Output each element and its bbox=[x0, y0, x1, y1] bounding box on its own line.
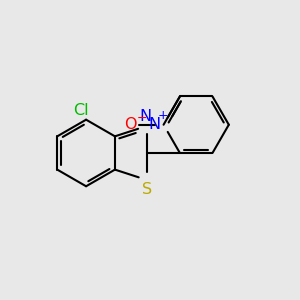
Text: Cl: Cl bbox=[73, 103, 88, 118]
Text: S: S bbox=[142, 182, 152, 197]
Text: +: + bbox=[158, 109, 168, 122]
Text: −: − bbox=[136, 112, 147, 125]
Text: N: N bbox=[148, 117, 160, 132]
Text: O: O bbox=[124, 117, 136, 132]
Text: N: N bbox=[139, 109, 151, 124]
